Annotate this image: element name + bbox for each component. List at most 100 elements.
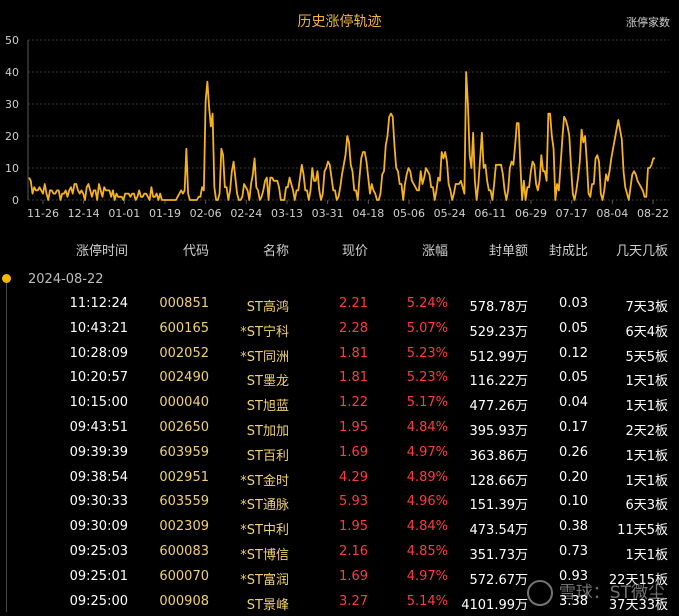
table-row[interactable]: 09:30:33 603559 *ST通脉 5.93 4.96% 151.39万 0.10 6…	[0, 492, 679, 517]
y-tick-label: 40	[5, 66, 19, 79]
row-time: 09:25:01	[69, 568, 128, 584]
y-tick-label: 0	[12, 194, 19, 207]
row-name: *ST富润	[240, 572, 289, 588]
row-change: 4.96%	[406, 494, 448, 510]
row-name: *ST通脉	[240, 498, 289, 514]
row-streak: 1天1板	[625, 448, 668, 464]
watermark: 雪球：ST微尘	[526, 578, 665, 606]
header-price[interactable]: 现价	[341, 244, 368, 259]
table-row[interactable]: 09:25:01 600070 *ST富润 1.69 4.97% 572.67万 0.93 2…	[0, 567, 679, 592]
row-time: 09:39:39	[69, 444, 128, 460]
x-tick-label: 02-06	[190, 207, 222, 220]
row-seal-amount: 512.99万	[469, 349, 529, 365]
row-code: 002650	[159, 419, 209, 435]
row-price: 5.93	[339, 494, 368, 510]
row-price: 1.69	[339, 568, 368, 584]
row-price: 4.29	[339, 469, 368, 485]
chart-title: 历史涨停轨迹	[297, 14, 382, 30]
row-change: 4.84%	[406, 519, 448, 535]
row-change: 4.97%	[406, 568, 448, 584]
table-row[interactable]: 09:38:54 002951 *ST金时 4.29 4.89% 128.66万 0.20 1…	[0, 468, 679, 493]
row-seal-amount: 128.66万	[469, 473, 529, 489]
header-seal-amount[interactable]: 封单额	[488, 244, 528, 259]
row-name: ST旭蓝	[246, 399, 289, 415]
row-seal-amount: 473.54万	[469, 523, 529, 539]
x-tick-label: 08-22	[637, 207, 669, 220]
row-code: 002309	[159, 519, 209, 535]
table-row[interactable]: 09:30:09 002309 *ST中利 1.95 4.84% 473.54万 0.38 1…	[0, 517, 679, 542]
row-change: 5.17%	[406, 395, 448, 411]
chart-svg: 0 10 20 30 40 50 11-26 12-14 01-01 01-19 02-06 02-2…	[5, 34, 669, 220]
header-code[interactable]: 代码	[182, 244, 209, 259]
row-name: *ST博信	[240, 547, 289, 563]
row-seal-ratio: 0.03	[559, 296, 588, 311]
row-streak: 22天15板	[608, 572, 668, 588]
row-streak: 1天1板	[625, 547, 668, 563]
row-code: 000040	[159, 395, 209, 411]
y-tick-label: 30	[5, 98, 19, 111]
limit-up-history-chart: 0 10 20 30 40 50 11-26 12-14 01-01 01-19 02-06 02-2…	[0, 0, 679, 228]
row-code: 002951	[159, 469, 209, 485]
row-code: 603959	[159, 444, 209, 460]
header-seal-ratio[interactable]: 封成比	[548, 244, 588, 259]
table-row[interactable]: 09:25:03 600083 *ST博信 2.16 4.85% 351.73万 0.73 1…	[0, 542, 679, 567]
table-row[interactable]: 10:43:21 600165 *ST宁科 2.28 5.07% 529.23万 0.05 6…	[0, 319, 679, 344]
row-seal-ratio: 0.26	[559, 444, 588, 460]
y-tick-label: 10	[5, 162, 19, 175]
row-time: 10:28:09	[69, 345, 128, 361]
row-seal-amount: 395.93万	[469, 423, 529, 439]
row-streak: 1天1板	[625, 473, 668, 489]
table-row[interactable]: 09:25:00 000908 ST景峰 3.27 5.14% 4101.99万 3.38 3…	[0, 592, 679, 616]
row-price: 2.21	[339, 296, 368, 311]
x-tick-label: 05-24	[434, 207, 466, 220]
series-line	[28, 71, 655, 201]
row-price: 1.69	[339, 444, 368, 460]
x-tick-label: 01-01	[108, 207, 140, 220]
row-streak: 6天3板	[625, 498, 668, 514]
table-row[interactable]: 10:15:00 000040 ST旭蓝 1.22 5.17% 477.26万 0.04 1天…	[0, 393, 679, 418]
row-name: ST加加	[246, 423, 289, 439]
row-seal-amount: 351.73万	[469, 547, 529, 563]
row-seal-ratio: 0.05	[559, 320, 588, 336]
row-seal-amount: 529.23万	[469, 324, 529, 340]
row-streak: 5天5板	[625, 349, 668, 365]
x-tick-label: 05-06	[393, 207, 425, 220]
row-streak: 1天1板	[625, 374, 668, 390]
header-streak[interactable]: 几天几板	[615, 244, 668, 259]
x-tick-label: 03-31	[312, 207, 344, 220]
row-seal-amount: 116.22万	[469, 374, 529, 390]
table-row[interactable]: 09:39:39 603959 ST百利 1.69 4.97% 363.86万 0.26 1天…	[0, 443, 679, 468]
x-tick-label: 06-11	[474, 207, 506, 220]
row-name: *ST宁科	[240, 324, 289, 340]
row-name: ST墨龙	[246, 374, 289, 390]
row-name: ST高鸿	[246, 300, 289, 315]
row-code: 000908	[159, 593, 209, 609]
x-tick-label: 04-18	[352, 207, 384, 220]
row-price: 1.81	[339, 370, 368, 386]
row-price: 2.16	[339, 543, 368, 559]
row-price: 1.22	[339, 395, 368, 411]
row-streak: 37天33板	[608, 597, 668, 613]
row-seal-amount: 4101.99万	[461, 597, 528, 613]
table-row[interactable]: 11:12:24 000851 ST高鸿 2.21 5.24% 578.78万 0.03 7天…	[0, 294, 679, 319]
row-code: 600165	[159, 320, 209, 336]
header-time[interactable]: 涨停时间	[75, 244, 128, 259]
row-change: 5.14%	[406, 593, 448, 609]
timeline-line	[6, 283, 7, 612]
table-row[interactable]: 10:28:09 002052 *ST同洲 1.81 5.23% 512.99万 0.12 5…	[0, 344, 679, 369]
row-price: 3.27	[339, 593, 368, 609]
row-seal-ratio: 0.73	[559, 543, 588, 559]
y-tick-label: 50	[5, 34, 19, 47]
header-name[interactable]: 名称	[262, 244, 289, 259]
header-change[interactable]: 涨幅	[421, 244, 448, 259]
row-price: 1.95	[339, 419, 368, 435]
x-tick-label: 12-14	[68, 207, 100, 220]
chart-legend-label: 涨停家数	[626, 16, 670, 29]
row-change: 4.97%	[406, 444, 448, 460]
table-row[interactable]: 09:43:51 002650 ST加加 1.95 4.84% 395.93万 0.17 2天…	[0, 418, 679, 443]
x-tick-label: 07-17	[556, 207, 588, 220]
row-name: *ST中利	[240, 523, 289, 539]
table-row[interactable]: 10:20:57 002490 ST墨龙 1.81 5.23% 116.22万 0.05 1天…	[0, 368, 679, 393]
row-seal-ratio: 0.04	[559, 395, 588, 411]
row-time: 10:20:57	[69, 370, 128, 386]
